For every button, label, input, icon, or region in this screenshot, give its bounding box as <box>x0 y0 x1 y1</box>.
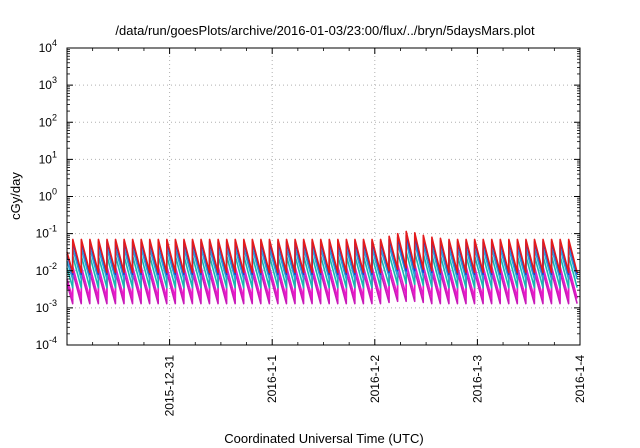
y-axis-tick-labels: 10-4 10-3 10-2 10-1 100 101 102 103 104 <box>36 38 57 352</box>
y-tick-label: 10-2 <box>36 261 57 278</box>
y-tick-label: 102 <box>39 112 57 129</box>
grid <box>67 48 580 345</box>
x-tick-label: 2016-1-1 <box>265 355 279 403</box>
chart-title: /data/run/goesPlots/archive/2016-01-03/2… <box>115 23 535 38</box>
y-tick-label: 103 <box>39 75 57 92</box>
y-tick-label: 104 <box>39 38 57 55</box>
x-tick-label: 2016-1-4 <box>573 355 587 403</box>
axis-ticks <box>67 47 581 346</box>
y-tick-label: 100 <box>39 187 57 204</box>
x-tick-label: 2016-1-2 <box>368 355 382 403</box>
series-line <box>66 230 578 274</box>
x-tick-label: 2015-12-31 <box>163 355 177 417</box>
x-axis-tick-labels: 2015-12-31 2016-1-1 2016-1-2 2016-1-3 2016-1… <box>163 355 587 417</box>
y-axis-label: cGy/day <box>8 172 23 220</box>
x-tick-label: 2016-1-3 <box>470 355 484 403</box>
x-axis-label: Coordinated Universal Time (UTC) <box>224 431 423 446</box>
y-tick-label: 10-1 <box>36 224 57 241</box>
y-tick-label: 10-3 <box>36 298 57 315</box>
series-group <box>66 230 578 305</box>
y-tick-label: 10-4 <box>36 335 57 352</box>
y-tick-label: 101 <box>39 149 57 166</box>
